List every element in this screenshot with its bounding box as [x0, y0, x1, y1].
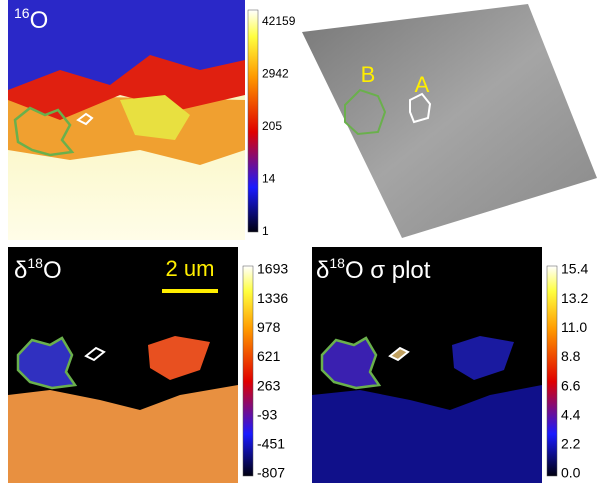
title-sup: 16: [14, 5, 30, 21]
outline-b: [16, 336, 78, 390]
colorbar-label: 13.2: [561, 290, 588, 306]
title-main: O σ plot: [345, 257, 431, 284]
colorbar-labels: 1693 1336 978 621 263 -93 -451 -807: [257, 261, 288, 481]
title-main: O: [43, 257, 62, 284]
colorbar: [546, 265, 558, 477]
outline-b: [13, 106, 75, 157]
region: [8, 385, 238, 483]
colorbar: [242, 265, 254, 477]
colorbar-label: 4.4: [561, 406, 581, 422]
outline-a: [388, 346, 410, 362]
colorbar: [247, 9, 259, 233]
colorbar-label: 14: [262, 172, 276, 186]
colorbar-label: 1: [262, 224, 269, 238]
colorbar-label: -93: [257, 406, 277, 422]
colorbar-label: 1336: [257, 290, 288, 306]
colorbar-label: 205: [262, 119, 282, 133]
outline-b: [344, 88, 387, 136]
colorbar-label: 263: [257, 377, 281, 393]
colorbar-label: 15.4: [561, 261, 588, 277]
region: [312, 385, 542, 483]
colorbar-labels: 42159 2942 205 14 1: [262, 14, 296, 238]
colorbar-label: -451: [257, 436, 285, 452]
panel-title: δ18O: [14, 255, 62, 285]
colorbar-label: 11.0: [561, 319, 587, 335]
sem-panel: B A: [302, 4, 597, 238]
region: [120, 95, 190, 140]
outline-a: [84, 346, 106, 362]
region: [452, 336, 514, 380]
title-pre: δ: [316, 257, 329, 284]
colorbar-labels: 15.4 13.2 11.0 8.8 6.6 4.4 2.2 0.0: [561, 261, 588, 481]
region: [8, 0, 245, 90]
colorbar-label: 42159: [262, 14, 296, 28]
title-sup: 18: [329, 255, 345, 271]
panel-title: 16O: [14, 5, 48, 35]
title-pre: δ: [14, 257, 27, 284]
colorbar-label: 621: [257, 348, 281, 364]
colorbar-label: 2942: [262, 67, 289, 81]
colorbar-label: -807: [257, 465, 285, 481]
scale-bar-label: 2 um: [166, 256, 215, 281]
colorbar-label: 0.0: [561, 465, 581, 481]
colorbar-label: 1693: [257, 261, 288, 277]
colorbar-label: 6.6: [561, 377, 581, 393]
outline-a: [76, 112, 94, 126]
label-a: A: [415, 72, 430, 97]
sem-image: [302, 4, 597, 238]
title-main: O: [30, 7, 49, 34]
colorbar-label: 2.2: [561, 436, 581, 452]
outline-a: [409, 92, 432, 124]
colorbar-label: 8.8: [561, 348, 581, 364]
sigma-panel: δ18O σ plot 15.4 13.2 11.0 8.8 6.6 4.4 2.2 0.0: [312, 247, 588, 483]
colorbar-label: 978: [257, 319, 281, 335]
panel-title: δ18O σ plot: [316, 255, 431, 285]
o16-panel: 16O 42159 2942 205 14 1: [8, 0, 296, 240]
outline-b: [320, 336, 382, 390]
title-sup: 18: [27, 255, 43, 271]
d18o-panel: δ18O 2 um 1693 1336 978 621 263 -93 -451 -807: [8, 247, 288, 483]
region: [148, 336, 210, 380]
label-b: B: [361, 62, 376, 87]
